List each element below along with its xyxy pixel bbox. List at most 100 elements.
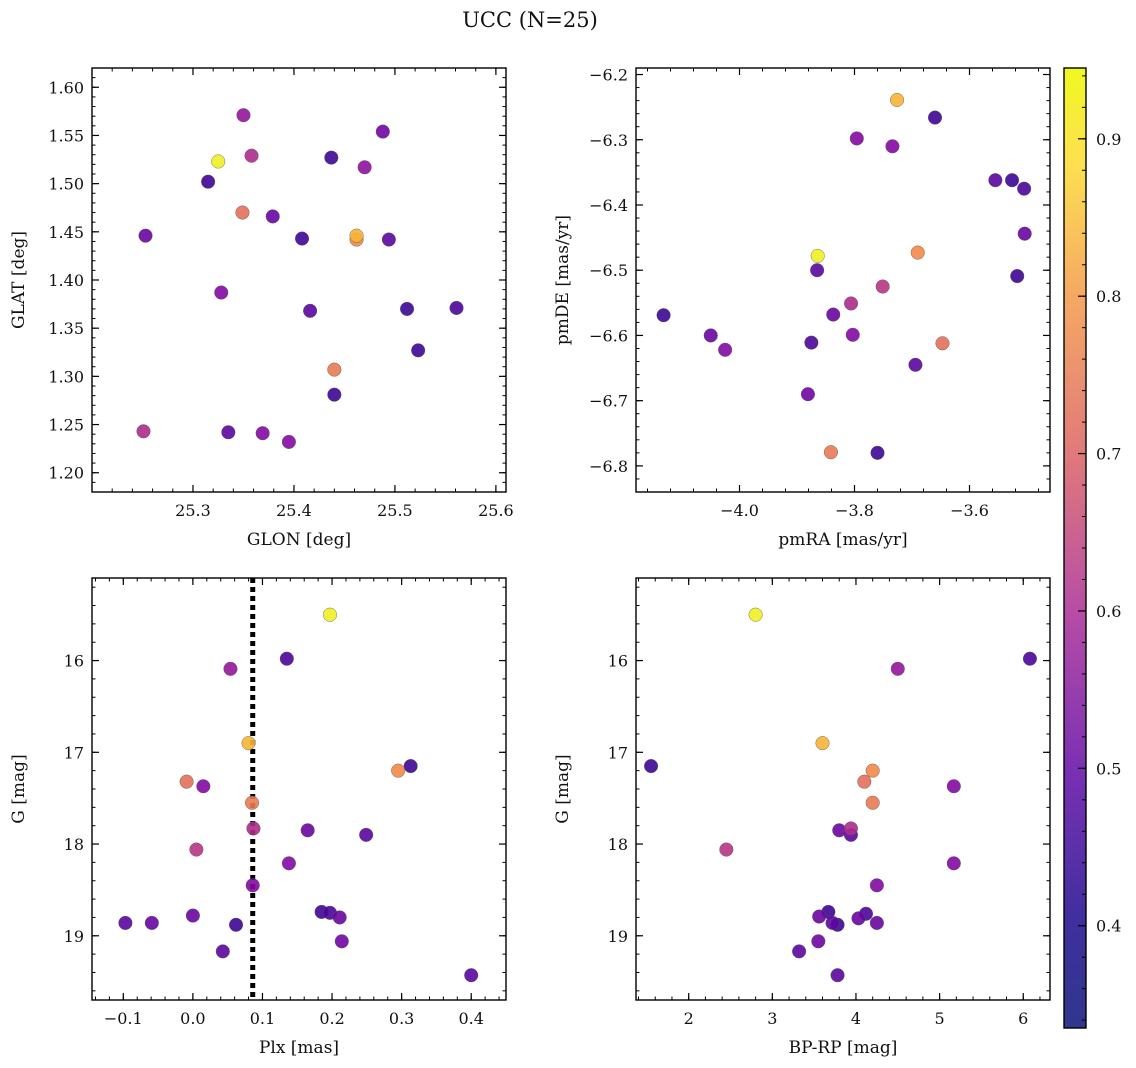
scatter-point bbox=[928, 110, 943, 125]
scatter-point bbox=[851, 911, 866, 926]
x-tick-label: 25.3 bbox=[175, 501, 211, 520]
scatter-point bbox=[910, 245, 925, 260]
scatter-point bbox=[400, 301, 415, 316]
y-tick-label: 19 bbox=[64, 927, 84, 946]
x-tick-label: 25.5 bbox=[377, 501, 413, 520]
x-tick-label: −0.1 bbox=[104, 1009, 143, 1028]
scatter-point bbox=[946, 856, 961, 871]
scatter-point bbox=[826, 307, 841, 322]
panel-bprp-g: 2 3 4 5 6 16 17 18 19 BP-RP [mag] G [mag] bbox=[553, 577, 1051, 1058]
scatter-point bbox=[403, 759, 418, 774]
scatter-point bbox=[221, 425, 236, 440]
scatter-point bbox=[241, 736, 256, 751]
x-axis-label: BP-RP [mag] bbox=[789, 1038, 898, 1058]
scatter-point bbox=[357, 160, 372, 175]
colorbar: 0.4 0.5 0.6 0.7 0.8 0.9 bbox=[1063, 67, 1121, 1029]
scatter-point bbox=[703, 328, 718, 343]
colorbar-tick-label: 0.4 bbox=[1096, 917, 1121, 936]
y-tick-label: 1.55 bbox=[48, 126, 84, 145]
scatter-point bbox=[644, 759, 659, 774]
scatter-point bbox=[322, 607, 337, 622]
x-tick-label: 25.4 bbox=[276, 501, 312, 520]
scatter-point bbox=[265, 209, 280, 224]
x-tick-label: 0.0 bbox=[180, 1009, 205, 1028]
y-tick-label: 1.50 bbox=[48, 175, 84, 194]
x-axis-label: Plx [mas] bbox=[259, 1038, 339, 1058]
scatter-point bbox=[281, 856, 296, 871]
panel-pmra-pmde: −4.0 −3.8 −3.6 −6.8 −6.7 −6.6 −6.5 −6.4 −6.3 −6.2… bbox=[553, 66, 1051, 550]
scatter-point bbox=[812, 909, 827, 924]
x-tick-label: 3 bbox=[767, 1009, 777, 1028]
scatter-point bbox=[719, 842, 734, 857]
scatter-point bbox=[656, 308, 671, 323]
scatter-point bbox=[334, 934, 349, 949]
y-tick-label: −6.4 bbox=[589, 196, 628, 215]
colorbar-tick-label: 0.6 bbox=[1096, 602, 1121, 621]
x-tick-label: −4.0 bbox=[720, 501, 759, 520]
colorbar-tick-label: 0.7 bbox=[1096, 445, 1121, 464]
scatter-point bbox=[295, 231, 310, 246]
scatter-point bbox=[1017, 181, 1032, 196]
x-axis-label: pmRA [mas/yr] bbox=[778, 530, 907, 550]
scatter-point bbox=[185, 908, 200, 923]
y-tick-label: 1.25 bbox=[48, 416, 84, 435]
y-tick-label: 17 bbox=[64, 743, 84, 762]
y-tick-label: 18 bbox=[64, 835, 84, 854]
scatter-point bbox=[215, 944, 230, 959]
scatter-point bbox=[244, 148, 259, 163]
scatter-point bbox=[449, 300, 464, 315]
x-tick-label: 4 bbox=[851, 1009, 861, 1028]
scatter-point bbox=[349, 228, 364, 243]
x-tick-label: −3.8 bbox=[835, 501, 874, 520]
scatter-point bbox=[300, 823, 315, 838]
scatter-point bbox=[391, 763, 406, 778]
y-tick-label: −6.3 bbox=[589, 131, 628, 150]
scatter-point bbox=[324, 150, 339, 165]
scatter-point bbox=[748, 607, 763, 622]
scatter-point bbox=[332, 910, 347, 925]
y-tick-label: 1.35 bbox=[48, 319, 84, 338]
scatter-point bbox=[196, 779, 211, 794]
scatter-point bbox=[815, 736, 830, 751]
scatter-point bbox=[890, 92, 905, 107]
scatter-point bbox=[800, 387, 815, 402]
scatter-point bbox=[246, 821, 261, 836]
scatter-point bbox=[845, 327, 860, 342]
y-tick-label: 1.45 bbox=[48, 223, 84, 242]
axes-frame bbox=[635, 67, 1051, 493]
x-axis-label: GLON [deg] bbox=[247, 530, 351, 550]
scatter-point bbox=[189, 842, 204, 857]
scatter-point bbox=[869, 878, 884, 893]
scatter-point bbox=[718, 342, 733, 357]
y-tick-label: −6.2 bbox=[589, 66, 628, 85]
colorbar-tick-label: 0.5 bbox=[1096, 759, 1121, 778]
scatter-point bbox=[810, 263, 825, 278]
scatter-point bbox=[1010, 269, 1025, 284]
y-tick-label: 1.40 bbox=[48, 271, 84, 290]
axes-frame bbox=[91, 67, 507, 493]
scatter-point bbox=[885, 139, 900, 154]
scatter-point bbox=[223, 661, 238, 676]
colorbar-tick-label: 0.8 bbox=[1096, 287, 1121, 306]
scatter-point bbox=[118, 915, 133, 930]
y-tick-label: 1.30 bbox=[48, 367, 84, 386]
scatter-point bbox=[245, 795, 260, 810]
y-axis-label: G [mag] bbox=[9, 754, 29, 823]
x-tick-label: 25.6 bbox=[478, 501, 514, 520]
scatter-point bbox=[138, 228, 153, 243]
scatter-point bbox=[810, 248, 825, 263]
x-tick-label: 0.3 bbox=[389, 1009, 414, 1028]
scatter-point bbox=[869, 915, 884, 930]
scatter-point bbox=[857, 774, 872, 789]
y-tick-label: −6.8 bbox=[589, 457, 628, 476]
panel-glon-glat: 25.3 25.4 25.5 25.6 1.20 1.25 1.30 1.35 1.40 1.45… bbox=[9, 67, 514, 550]
y-tick-label: −6.5 bbox=[589, 261, 628, 280]
scatter-point bbox=[136, 424, 151, 439]
scatter-point bbox=[411, 343, 426, 358]
scatter-point bbox=[1005, 173, 1020, 188]
scatter-point bbox=[823, 445, 838, 460]
scatter-point bbox=[946, 779, 961, 794]
colorbar-tick-label: 0.9 bbox=[1096, 130, 1121, 149]
scatter-point bbox=[935, 336, 950, 351]
